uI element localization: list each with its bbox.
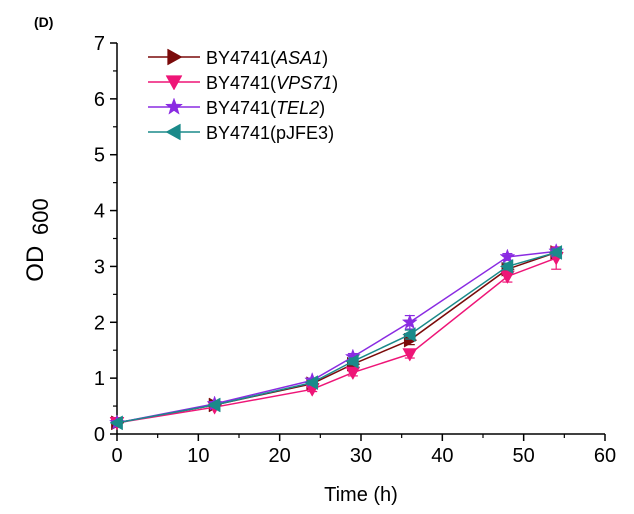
series-4	[109, 245, 563, 431]
series-line	[116, 257, 557, 424]
y-axis-ticks: 0 1 2 3 4 5 6 7	[94, 33, 117, 446]
data-point	[345, 353, 359, 369]
x-axis-title: Time (h)	[324, 484, 398, 506]
y-axis-title: OD 600	[22, 198, 53, 281]
svg-text:OD 600: OD 600	[22, 198, 53, 281]
legend-label: BY4741(VPS71)	[206, 73, 338, 93]
legend-label: BY4741(TEL2)	[206, 98, 325, 118]
data-point	[345, 366, 361, 381]
y-tick-label: 1	[94, 368, 105, 390]
series-layer	[108, 242, 565, 431]
y-tick-label: 5	[94, 145, 105, 167]
legend-entry-1: BY4741(ASA1)	[148, 48, 328, 68]
legend-label: BY4741(pJFE3)	[206, 123, 334, 143]
y-axis-title-main: OD	[22, 246, 49, 282]
data-point	[304, 375, 319, 391]
data-point	[402, 327, 416, 342]
legend-marker	[165, 75, 183, 91]
data-point	[207, 397, 221, 413]
x-tick-label: 0	[111, 445, 122, 467]
x-tick-label: 50	[513, 445, 535, 467]
series-1	[111, 245, 564, 431]
x-axis-ticks: 0 10 20 30 40 50 60	[111, 434, 616, 467]
legend-marker	[164, 97, 184, 115]
panel-label: (D)	[34, 14, 53, 30]
legend-marker	[167, 48, 183, 66]
series-line	[116, 251, 557, 424]
legend-entry-2: BY4741(VPS71)	[148, 73, 338, 93]
legend-label: BY4741(ASA1)	[206, 48, 328, 68]
legend-entry-4: BY4741(pJFE3)	[148, 123, 334, 143]
legend-entry-3: BY4741(TEL2)	[148, 97, 325, 118]
legend-marker	[165, 123, 181, 141]
data-point	[499, 259, 514, 274]
data-point	[402, 348, 418, 362]
axes	[116, 43, 605, 435]
y-tick-label: 4	[94, 201, 105, 223]
data-point	[499, 270, 515, 284]
data-point	[401, 313, 418, 330]
y-tick-label: 6	[94, 89, 105, 111]
data-point	[109, 415, 123, 431]
data-point	[548, 245, 563, 260]
y-tick-label: 7	[94, 33, 105, 55]
y-tick-label: 2	[94, 312, 105, 334]
y-tick-label: 3	[94, 256, 105, 278]
x-tick-label: 30	[350, 445, 372, 467]
y-tick-label: 0	[94, 424, 105, 446]
y-axis-title-subscript: 600	[28, 198, 53, 235]
x-tick-label: 40	[431, 445, 453, 467]
x-tick-label: 10	[187, 445, 209, 467]
data-point	[499, 248, 516, 264]
x-tick-label: 60	[594, 445, 616, 467]
series-line	[116, 250, 557, 424]
legend: BY4741(ASA1) BY4741(VPS71) BY4741(TEL2) BY4…	[148, 48, 338, 143]
series-3	[108, 242, 565, 430]
x-tick-label: 20	[269, 445, 291, 467]
